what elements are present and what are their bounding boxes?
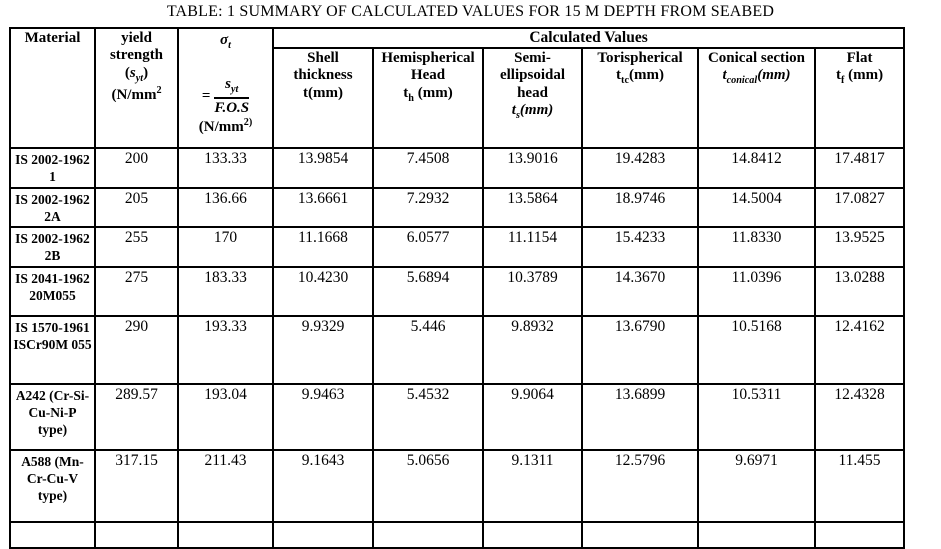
value-cell: 255 [94, 226, 179, 269]
empty-cell [581, 521, 699, 549]
empty-cell [813, 521, 906, 549]
value-cell: 13.9016 [482, 146, 583, 189]
material-cell: IS 2002-1962 2B [9, 226, 96, 269]
value-cell: 14.5004 [697, 186, 816, 229]
empty-cell [482, 521, 583, 549]
value-cell: 5.0656 [372, 449, 484, 524]
value-cell: 9.9329 [272, 315, 374, 386]
material-cell: IS 2041-1962 20M055 [9, 266, 96, 318]
table-row: IS 2002-1962 2B 255 170 11.1668 6.0577 1… [9, 226, 906, 269]
value-cell: 200 [94, 146, 179, 189]
empty-cell [177, 521, 274, 549]
value-cell: 10.5311 [697, 383, 816, 452]
value-cell: 10.5168 [697, 315, 816, 386]
value-cell: 13.6899 [581, 383, 699, 452]
value-cell: 13.9854 [272, 146, 374, 189]
value-cell: 317.15 [94, 449, 179, 524]
sigma-unit: (N/mm2) [198, 117, 253, 136]
value-cell: 5.4532 [372, 383, 484, 452]
value-cell: 7.4508 [372, 146, 484, 189]
value-cell: 205 [94, 186, 179, 229]
value-cell: 5.6894 [372, 266, 484, 318]
value-cell: 18.9746 [581, 186, 699, 229]
table-row: A242 (Cr-Si-Cu-Ni-P type) 289.57 193.04 … [9, 383, 906, 452]
col-header-torispherical: Torispherical ttc(mm) [581, 46, 699, 149]
value-cell: 275 [94, 266, 179, 318]
value-cell: 183.33 [177, 266, 274, 318]
value-cell: 12.5796 [581, 449, 699, 524]
value-cell: 290 [94, 315, 179, 386]
value-cell: 9.6971 [697, 449, 816, 524]
value-cell: 11.1154 [482, 226, 583, 269]
value-cell: 14.8412 [697, 146, 816, 189]
table-row: IS 2041-1962 20M055 275 183.33 10.4230 5… [9, 266, 906, 318]
yield-header-text: yield strength ( [109, 30, 164, 81]
value-cell: 289.57 [94, 383, 179, 452]
value-cell: 11.8330 [697, 226, 816, 269]
col-header-shell-thickness: Shell thickness t(mm) [272, 46, 374, 149]
value-cell: 7.2932 [372, 186, 484, 229]
value-cell: 13.0288 [813, 266, 906, 318]
empty-cell [94, 521, 179, 549]
value-cell: 5.446 [372, 315, 484, 386]
calculated-values-band: Calculated Values [271, 27, 906, 49]
material-cell: IS 2002-1962 2A [9, 186, 96, 229]
table-row: IS 1570-1961 ISCr90M 055 290 193.33 9.93… [9, 315, 906, 386]
value-cell: 170 [177, 226, 274, 269]
material-cell: IS 2002-1962 1 [9, 146, 96, 189]
value-cell: 15.4233 [581, 226, 699, 269]
col-header-yield-strength: yield strength (syt) (N/mm2 [94, 27, 179, 149]
value-cell: 133.33 [177, 146, 274, 189]
value-cell: 11.0396 [697, 266, 816, 318]
value-cell: 9.9064 [482, 383, 583, 452]
value-cell: 136.66 [177, 186, 274, 229]
col-header-flat: Flat tf (mm) [813, 46, 906, 149]
value-cell: 211.43 [177, 449, 274, 524]
value-cell: 9.8932 [482, 315, 583, 386]
value-cell: 19.4283 [581, 146, 699, 189]
material-cell: A588 (Mn-Cr-Cu-V type) [9, 449, 96, 524]
value-cell: 17.4817 [813, 146, 906, 189]
value-cell: 10.4230 [272, 266, 374, 318]
value-cell: 13.6790 [581, 315, 699, 386]
value-cell: 12.4162 [813, 315, 906, 386]
table-row: A588 (Mn-Cr-Cu-V type) 317.15 211.43 9.1… [9, 449, 906, 524]
value-cell: 193.33 [177, 315, 274, 386]
subheader-row: Shell thickness t(mm) Hemispherical Head… [10, 46, 906, 149]
col-header-hemispherical-head: Hemispherical Head th (mm) [372, 46, 484, 149]
empty-cell [697, 521, 816, 549]
value-cell: 9.9463 [272, 383, 374, 452]
table-row: IS 2002-1962 1 200 133.33 13.9854 7.4508… [9, 146, 906, 189]
col-header-sigma-t: σt = syt F.O.S (N/mm2) [177, 27, 274, 149]
value-cell: 11.455 [813, 449, 906, 524]
value-cell: 9.1643 [272, 449, 374, 524]
col-header-material: Material [9, 27, 96, 149]
value-cell: 17.0827 [813, 186, 906, 229]
summary-table: Material yield strength (syt) (N/mm2 σt … [9, 27, 906, 549]
empty-cell [272, 521, 374, 549]
table-row: IS 2002-1962 2A 205 136.66 13.6661 7.293… [9, 186, 906, 229]
value-cell: 11.1668 [272, 226, 374, 269]
value-cell: 193.04 [177, 383, 274, 452]
value-cell: 14.3670 [581, 266, 699, 318]
value-cell: 13.9525 [813, 226, 906, 269]
material-cell: A242 (Cr-Si-Cu-Ni-P type) [9, 383, 96, 452]
value-cell: 9.1311 [482, 449, 583, 524]
value-cell: 13.6661 [272, 186, 374, 229]
cut-off-row [9, 521, 906, 549]
value-cell: 13.5864 [482, 186, 583, 229]
value-cell: 6.0577 [372, 226, 484, 269]
empty-cell [372, 521, 484, 549]
header-band-row: Material yield strength (syt) (N/mm2 σt … [9, 27, 906, 149]
table-title: TABLE: 1 SUMMARY OF CALCULATED VALUES FO… [166, 3, 775, 20]
col-header-semi-ellipsoidal-head: Semi-ellipsoidal head ts(mm) [482, 46, 583, 149]
value-cell: 12.4328 [813, 383, 906, 452]
sigma-formula: = syt F.O.S [201, 75, 250, 116]
empty-cell [9, 521, 96, 549]
sigma-symbol: σt [220, 32, 231, 51]
value-cell: 10.3789 [482, 266, 583, 318]
col-header-conical-section: Conical section tconical(mm) [697, 46, 816, 149]
material-cell: IS 1570-1961 ISCr90M 055 [9, 315, 96, 386]
